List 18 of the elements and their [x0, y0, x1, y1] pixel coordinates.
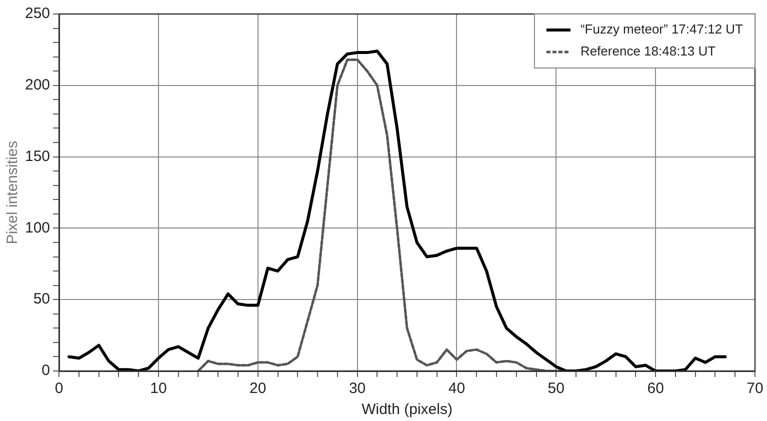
y-tick-label: 250 — [24, 5, 50, 22]
y-tick-label: 50 — [33, 290, 50, 308]
x-tick-label: 30 — [348, 380, 366, 398]
y-tick-label: 0 — [42, 362, 50, 380]
y-tick-label: 200 — [24, 76, 50, 94]
legend-label: “Fuzzy meteor” 17:47:12 UT — [580, 22, 744, 37]
x-axis-title: Width (pixels) — [362, 401, 452, 418]
x-tick-label: 10 — [150, 380, 167, 398]
y-tick-label: 150 — [24, 148, 50, 165]
x-tick-label: 50 — [548, 380, 564, 398]
x-tick-label: 60 — [647, 380, 664, 398]
y-axis-title: Pixel intensities — [4, 140, 22, 244]
x-tick-label: 20 — [250, 380, 266, 398]
legend-label: Reference 18:48:13 UT — [580, 44, 716, 59]
x-tick-label: 0 — [54, 380, 64, 398]
x-tick-label: 70 — [746, 380, 764, 398]
x-tick-label: 40 — [448, 380, 466, 398]
y-tick-label: 100 — [24, 219, 50, 236]
